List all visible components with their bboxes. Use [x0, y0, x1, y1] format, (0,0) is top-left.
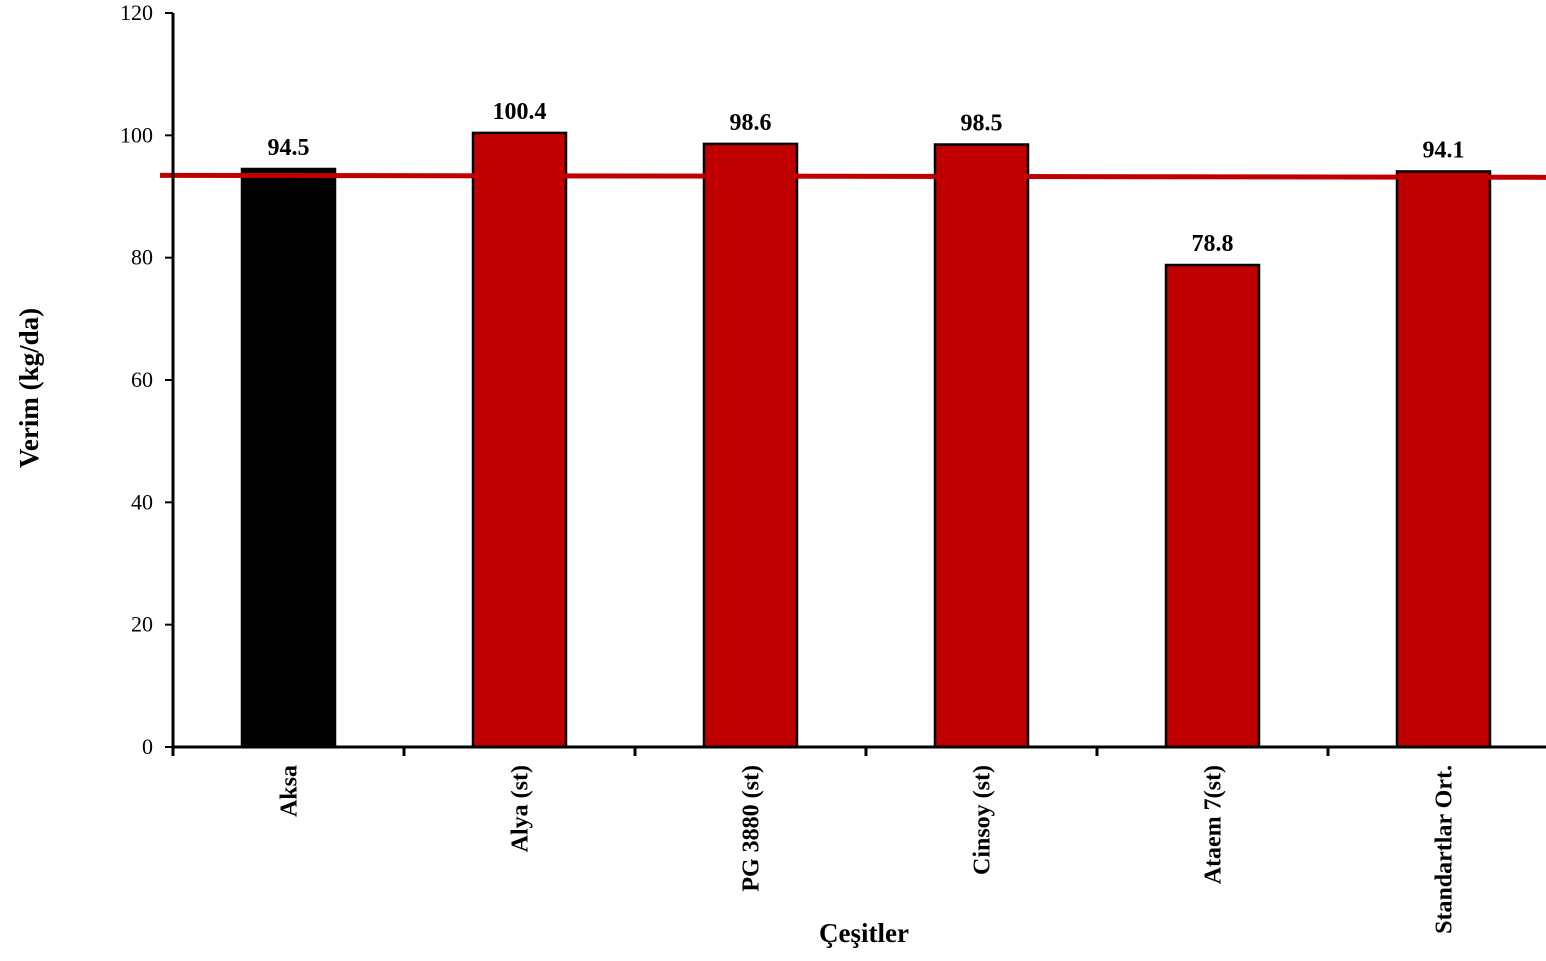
- category-label: Ataem 7(st): [1201, 765, 1227, 884]
- reference-line: [159, 172, 1546, 180]
- data-label: 94.1: [1423, 137, 1465, 163]
- reference-line-group: [159, 172, 1546, 180]
- y-tick-label: 0: [142, 734, 153, 759]
- data-label: 78.8: [1192, 231, 1234, 257]
- data-label: 98.5: [961, 111, 1003, 137]
- y-axis-ticks: 0 20 40 60 80 100 120: [120, 0, 173, 759]
- y-tick-label: 20: [131, 612, 153, 637]
- y-tick-label: 80: [131, 245, 153, 270]
- y-tick-label: 120: [120, 0, 153, 25]
- bar: [933, 143, 1030, 749]
- y-tick-label: 100: [120, 122, 153, 147]
- y-tick-label: 60: [131, 367, 153, 392]
- category-label: Alya (st): [508, 765, 534, 852]
- x-axis-title: Çeşitler: [819, 918, 909, 948]
- axes: [171, 13, 1546, 749]
- y-axis-title: Verim (kg/da): [14, 308, 44, 468]
- category-label: Cinsoy (st): [970, 765, 996, 875]
- data-labels: 94.5 100.4 98.6 98.5 78.8 94.1: [268, 99, 1465, 257]
- bar: [240, 167, 337, 749]
- data-label: 100.4: [493, 99, 547, 125]
- bar: [1164, 263, 1261, 749]
- category-labels: Aksa Alya (st) PG 3880 (st) Cinsoy (st) Atae…: [277, 765, 1458, 934]
- bars: [240, 131, 1492, 749]
- bar: [702, 142, 799, 749]
- category-label: PG 3880 (st): [739, 765, 765, 892]
- bar: [1395, 170, 1492, 749]
- data-label: 98.6: [730, 110, 772, 136]
- data-label: 94.5: [268, 135, 310, 161]
- category-label: Aksa: [277, 765, 303, 817]
- x-axis-ticks: [171, 747, 1330, 756]
- category-label: Standartlar Ort.: [1432, 765, 1458, 934]
- bar: [471, 131, 568, 749]
- y-tick-label: 40: [131, 489, 153, 514]
